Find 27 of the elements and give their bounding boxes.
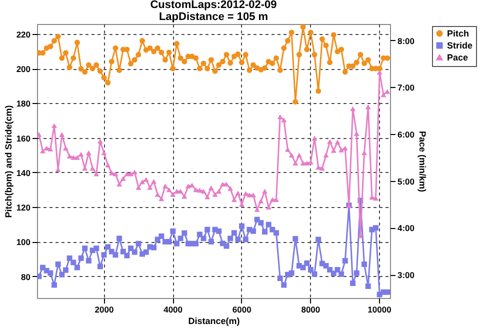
y2-tick-label: 7:00 <box>398 82 415 93</box>
y-tick-label: 180 <box>16 98 31 109</box>
y-tick-label: 100 <box>16 237 31 248</box>
y2-tick-label: 8:00 <box>398 36 415 46</box>
y2-axis-title: Pace (min/km) <box>418 130 428 192</box>
y2-tick-label: 3:00 <box>398 270 415 280</box>
x-axis-title: Distance(m) <box>188 316 240 326</box>
y-tick-label: 140 <box>16 168 31 178</box>
y-axis-title: Pitch(bpm) and Stride(cm) <box>3 105 14 218</box>
y-tick-label: 200 <box>16 64 31 74</box>
chart-subtitle: LapDistance = 105 m <box>158 11 268 23</box>
x-tick-label: 6000 <box>232 304 252 314</box>
legend-label: Stride <box>447 40 473 50</box>
y-tick-label: 220 <box>16 29 31 40</box>
x-tick-label: 4000 <box>164 304 183 314</box>
legend-label: Pace <box>447 52 468 62</box>
x-tick-label: 10000 <box>368 304 392 314</box>
y-tick-label: 80 <box>21 272 31 282</box>
x-tick-label: 2000 <box>94 304 114 314</box>
x-tick-label: 8000 <box>301 304 320 314</box>
legend-label: Pitch <box>447 28 470 38</box>
y2-tick-label: 4:00 <box>398 223 415 234</box>
y-tick-label: 120 <box>16 202 31 213</box>
chart-title: CustomLaps:2012-02-09 <box>150 0 277 11</box>
y2-tick-label: 5:00 <box>398 176 415 186</box>
y2-tick-label: 6:00 <box>398 130 415 140</box>
y-tick-label: 160 <box>16 133 31 144</box>
